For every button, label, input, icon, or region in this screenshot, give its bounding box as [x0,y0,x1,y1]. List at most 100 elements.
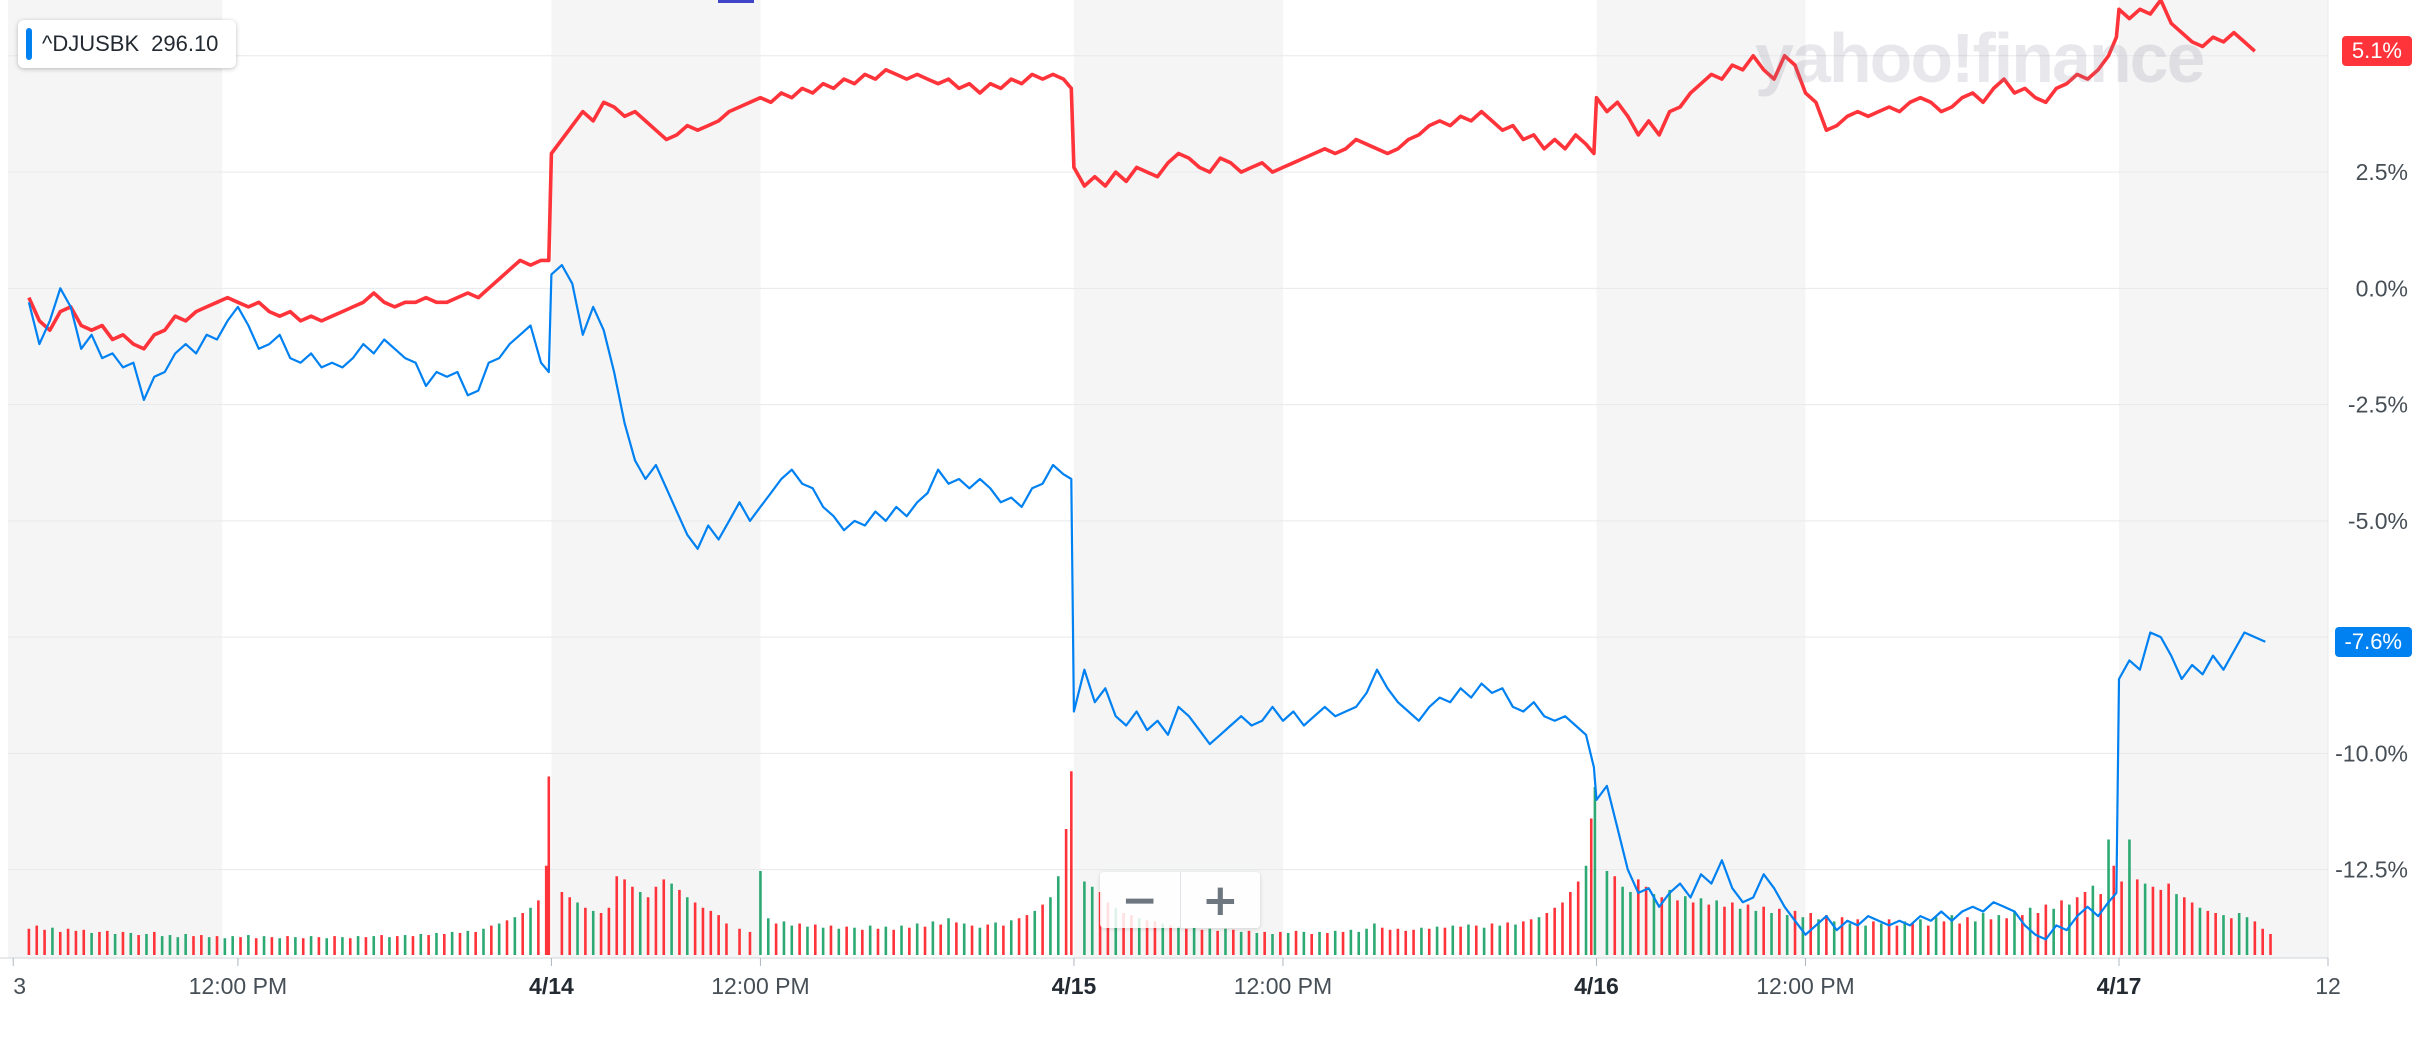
volume-bar [646,897,650,955]
volume-bar [1349,929,1353,955]
zoom-in-button[interactable]: + [1179,872,1261,928]
volume-bar [1676,900,1679,955]
volume-bar [2052,908,2055,955]
volume-bar [427,935,430,955]
volume-bar [1049,897,1052,955]
volume-bar [568,897,572,955]
volume-bar [1459,926,1462,955]
volume-bar [1064,829,1068,955]
volume-bar [2206,910,2210,955]
volume-bar [262,936,266,955]
volume-bar [662,879,666,955]
volume-bar [74,930,78,955]
series-last-value-badge-red: 5.1% [2341,36,2412,67]
volume-bar [1973,921,1977,955]
volume-bar [380,935,383,955]
volume-bar [599,913,603,955]
volume-bar [1950,915,1954,955]
volume-bar [1887,919,1891,955]
volume-bar [2143,883,2147,955]
volume-bar [821,927,825,955]
volume-bar [584,907,587,955]
volume-bar [1966,917,1969,955]
series-last-value-badge-blue: -7.6% [2334,626,2412,657]
volume-bar [43,929,46,955]
volume-bar [806,926,809,955]
volume-bar [1613,876,1617,955]
symbol-legend[interactable]: ^DJUSBK 296.10 [18,20,237,68]
volume-bar [1691,902,1695,955]
volume-bar [2237,913,2241,955]
series-lines [27,0,2266,941]
volume-bar [254,938,258,955]
legend-value: 296.10 [151,31,219,56]
volume-bar [1545,913,1549,955]
volume-bar [1699,898,1703,955]
volume-bar [1926,925,1930,955]
volume-bar [301,938,305,955]
volume-bar [482,928,485,955]
volume-bar [1569,892,1572,955]
volume-bar [286,936,289,955]
volume-bar [693,902,697,955]
volume-bar [1981,913,1985,955]
volume-bar [200,935,203,955]
volume-bars [27,771,2272,955]
volume-bar [1958,923,1961,955]
zoom-out-button[interactable]: − [1121,874,1159,926]
volume-bar [1279,931,1282,955]
session-band [551,0,761,958]
volume-bar [861,929,864,955]
volume-bar [176,937,180,955]
volume-bar [458,932,462,955]
volume-bar [837,928,841,955]
volume-bar [759,871,762,955]
volume-bar [2021,915,2024,955]
volume-bar [560,892,564,955]
volume-bar [1247,930,1251,955]
session-bands [8,0,2328,958]
volume-bar [1114,907,1118,955]
volume-bar [1467,924,1470,955]
volume-bar [1934,917,1938,955]
volume-bar [1286,932,1290,955]
volume-bar [853,927,856,955]
x-tick-label: 12:00 PM [1234,973,1332,999]
volume-bar [1848,923,1852,955]
volume-bar [443,934,446,955]
volume-bar [1498,925,1502,955]
volume-bar [638,892,642,955]
volume-bar [1177,926,1180,955]
volume-bar [2159,889,2163,955]
volume-bar [490,925,493,955]
volume-bar [947,918,950,955]
volume-bar [2261,928,2264,955]
volume-bar [994,922,997,955]
x-axis-ticks: 3 12:00 PM 4/14 12:00 PM 4/15 12:00 PM 4/16 12:… [12,958,2341,999]
volume-bar [1294,930,1298,955]
volume-bar [986,924,990,955]
y-tick-label: 0.0% [2356,275,2408,301]
volume-bar [2044,904,2048,955]
volume-bar [2245,917,2249,955]
volume-bar [1474,925,1478,955]
volume-bar [1482,927,1486,955]
volume-bar [1302,931,1306,955]
volume-bar [348,938,352,955]
volume-bar [798,923,801,955]
volume-bar [1636,879,1640,955]
volume-bar [1153,921,1157,955]
volume-bar [1169,925,1172,955]
volume-bar [66,928,70,955]
volume-bar [1895,925,1899,955]
volume-bar [513,917,517,955]
volume-bar [1365,928,1368,955]
volume-bar [923,926,927,955]
volume-bar [294,937,297,955]
volume-bar [1553,907,1556,955]
volume-bar [1106,902,1110,955]
volume-bar [1122,913,1125,955]
volume-bar [325,938,329,955]
session-band [1073,0,1283,958]
